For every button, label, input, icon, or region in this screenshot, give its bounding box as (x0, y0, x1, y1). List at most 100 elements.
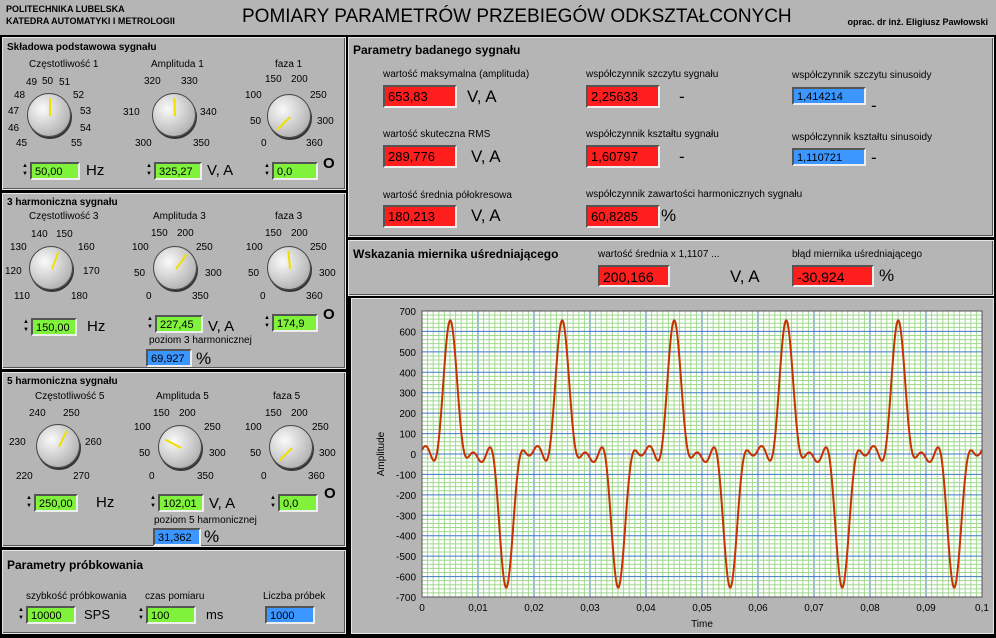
tick: 47 (8, 106, 20, 117)
amp1-label: Amplituda 1 (151, 59, 204, 70)
tick: 240 (29, 408, 46, 419)
freq5-input[interactable]: 250,00 (34, 494, 78, 512)
tick: 100 (246, 242, 263, 253)
amp1-knob[interactable] (152, 93, 196, 137)
tick: 0 (261, 471, 267, 482)
tick: 350 (197, 471, 214, 482)
y-tick-label: -300 (396, 511, 416, 522)
form-unit: - (679, 147, 685, 166)
tick: 0 (261, 138, 267, 149)
tick: 55 (71, 138, 83, 149)
freq1-input[interactable]: 50,00 (30, 162, 80, 180)
tick: 150 (56, 229, 73, 240)
freq1-spinner[interactable]: ▲ ▼ (22, 163, 28, 177)
tick: 50 (250, 116, 262, 127)
y-tick-label: -700 (396, 593, 416, 604)
signal-params-panel: Parametry badanego sygnału wartość maksy… (348, 37, 994, 237)
time-spinner[interactable]: ▲ ▼ (138, 607, 144, 621)
x-tick-label: 0 (419, 603, 425, 614)
phase1-spinner[interactable]: ▲ ▼ (264, 163, 270, 177)
form-sin-label: współczynnik kształtu sinusoidy (792, 132, 933, 143)
meter-err-value: -30,924 (792, 265, 874, 287)
time-input[interactable]: 100 (146, 606, 196, 624)
rate-spinner[interactable]: ▲ ▼ (18, 607, 24, 621)
tick: 110 (14, 291, 30, 302)
crest-sin-label: współczynnik szczytu sinusoidy (792, 70, 932, 81)
y-tick-label: -200 (396, 491, 416, 502)
rms-unit: V, A (471, 147, 501, 166)
phase1-input[interactable]: 0,0 (272, 162, 318, 180)
tick: 300 (209, 448, 226, 459)
tick: 300 (319, 268, 336, 279)
tick: 360 (306, 291, 323, 302)
h3-title: 3 harmoniczna sygnału (7, 197, 118, 208)
form-sin-unit: - (871, 148, 877, 167)
tick: 50 (42, 76, 54, 87)
phase3-spinner[interactable]: ▲ ▼ (264, 315, 270, 329)
count-value: 1000 (265, 606, 315, 624)
amp3-input[interactable]: 227,45 (155, 315, 203, 333)
thd-unit: % (661, 206, 677, 225)
amp5-knob[interactable] (158, 425, 202, 469)
tick: 250 (312, 422, 329, 433)
x-tick-label: 0,08 (860, 603, 880, 614)
amp3-spinner[interactable]: ▲ ▼ (147, 316, 153, 330)
y-tick-label: 0 (410, 450, 416, 461)
tick: 250 (310, 242, 327, 253)
tick: 270 (73, 471, 90, 482)
amp5-input[interactable]: 102,01 (158, 494, 204, 512)
freq3-knob[interactable] (29, 246, 73, 290)
tick: 100 (132, 242, 149, 253)
tick: 100 (245, 422, 262, 433)
y-tick-label: 300 (399, 389, 416, 400)
tick: 50 (134, 268, 146, 279)
sampling-title: Parametry próbkowania (7, 558, 144, 572)
meter-err-unit: % (879, 266, 895, 285)
h5-panel: 5 harmoniczna sygnału Częstotliwość 5 24… (2, 372, 346, 547)
phase5-input[interactable]: 0,0 (278, 494, 318, 512)
form-label: współczynnik kształtu sygnału (586, 129, 719, 140)
phase5-spinner[interactable]: ▲ ▼ (270, 495, 276, 509)
tick: 340 (200, 107, 217, 118)
phase5-knob[interactable] (269, 425, 313, 469)
x-tick-label: 0,07 (804, 603, 824, 614)
tick: 160 (78, 242, 95, 253)
amp1-spinner[interactable]: ▲ ▼ (146, 163, 152, 177)
avg-value: 180,213 (383, 205, 457, 228)
x-tick-label: 0,01 (468, 603, 488, 614)
amp3-knob[interactable] (153, 246, 197, 290)
phase1-knob[interactable] (267, 94, 311, 138)
phase3-input[interactable]: 174,9 (272, 314, 318, 332)
author-label: oprac. dr inż. Eligiusz Pawłowski (847, 17, 988, 27)
tick: 310 (123, 107, 140, 118)
h3-panel: 3 harmoniczna sygnału Częstotliwość 3 14… (2, 193, 346, 369)
tick: 330 (181, 76, 198, 87)
x-tick-label: 0,03 (580, 603, 600, 614)
freq5-knob[interactable] (36, 424, 80, 468)
tick: 300 (317, 116, 334, 127)
amp1-input[interactable]: 325,27 (154, 162, 202, 180)
x-tick-label: 0,05 (692, 603, 712, 614)
title-bar: POLITECHNIKA LUBELSKA KATEDRA AUTOMATYKI… (0, 0, 996, 35)
thd-value: 60,8285 (586, 205, 660, 228)
params-title: Parametry badanego sygnału (353, 43, 521, 57)
plot-border (421, 310, 983, 598)
tick: 150 (153, 408, 170, 419)
freq3-spinner[interactable]: ▲ ▼ (23, 319, 29, 333)
amp3-unit: V, A (208, 318, 235, 335)
rate-input[interactable]: 10000 (26, 606, 76, 624)
amp5-spinner[interactable]: ▲ ▼ (150, 495, 156, 509)
freq5-unit: Hz (96, 494, 115, 511)
x-tick-label: 0,02 (524, 603, 544, 614)
fundamental-title: Składowa podstawowa sygnału (7, 42, 157, 53)
series-line (421, 319, 983, 589)
tick: 250 (63, 408, 80, 419)
phase3-knob[interactable] (267, 246, 311, 290)
sampling-panel: Parametry próbkowania szybkość próbkowan… (2, 550, 346, 634)
freq1-knob[interactable] (27, 93, 71, 137)
freq5-spinner[interactable]: ▲ ▼ (26, 495, 32, 509)
h5-level-value: 31,362 (153, 528, 201, 546)
fundamental-panel: Składowa podstawowa sygnału Częstotliwoś… (2, 37, 346, 190)
freq3-input[interactable]: 150,00 (31, 318, 77, 336)
y-tick-label: 400 (399, 368, 416, 379)
